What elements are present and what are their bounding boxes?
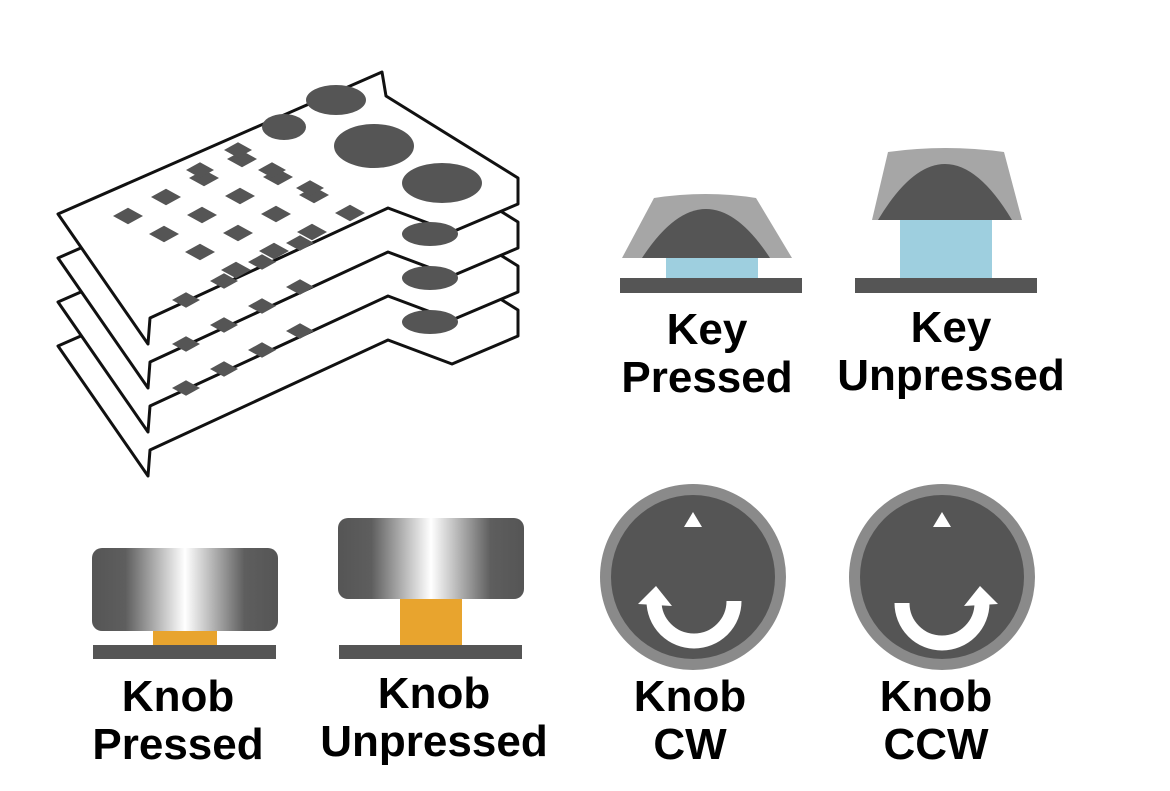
keypad-key-square — [286, 279, 314, 295]
keypad-key-square — [286, 323, 314, 339]
key-pressed-label: Key Pressed — [602, 306, 812, 402]
keypad-key-square — [248, 298, 276, 314]
keypad-key-square — [258, 162, 286, 178]
knob-pressed-label: Knob Pressed — [72, 673, 284, 769]
keypad-key-square — [185, 243, 215, 261]
knob-cw-label: Knob CW — [600, 673, 780, 769]
keypad-key-square — [225, 187, 255, 205]
keypad-key-square — [149, 225, 179, 243]
keypad-key-square — [151, 188, 181, 206]
keypad-key-square — [297, 223, 327, 241]
keypad-key-square — [186, 162, 214, 178]
key-unpressed-label: Key Unpressed — [820, 304, 1082, 400]
keypad-key-square — [172, 380, 200, 396]
keypad-key-square — [248, 254, 276, 270]
knob-cw-label-line1: Knob — [633, 672, 747, 721]
knob-ccw-label: Knob CCW — [846, 673, 1026, 769]
key-unpressed-label-line1: Key — [910, 303, 992, 352]
keypad-key-square — [261, 205, 291, 223]
key-unpressed-icon — [855, 148, 1037, 293]
knob-unpressed-label: Knob Unpressed — [302, 670, 566, 766]
knob-unpressed-label-line1: Knob — [377, 669, 491, 718]
keypad-key-square — [172, 336, 200, 352]
key-pressed-label-line1: Key — [666, 305, 748, 354]
keypad-key-square — [187, 206, 217, 224]
key-unpressed-label-line2: Unpressed — [837, 351, 1065, 400]
keypad-key-square — [172, 292, 200, 308]
knob-pressed-label-line2: Pressed — [92, 720, 264, 769]
knob-pressed-icon — [92, 548, 278, 659]
knob-ccw-label-line1: Knob — [879, 672, 993, 721]
keypad-key-square — [223, 224, 253, 242]
knob-counterclockwise-icon — [849, 484, 1035, 670]
knob-pressed-label-line1: Knob — [121, 672, 235, 721]
keypad-key-square — [259, 242, 289, 260]
keypad-key-square — [210, 273, 238, 289]
key-pressed-icon — [620, 194, 802, 293]
stacked-keypad-layers-icon — [56, 70, 520, 478]
keypad-key-square — [335, 204, 365, 222]
knob-unpressed-icon — [338, 518, 524, 659]
keypad-key-square — [113, 207, 143, 225]
knob-ccw-label-line2: CCW — [883, 720, 989, 769]
keypad-key-square — [210, 361, 238, 377]
keypad-key-square — [296, 180, 324, 196]
keypad-key-square — [210, 317, 238, 333]
keypad-key-square — [221, 261, 251, 279]
key-pressed-label-line2: Pressed — [621, 353, 793, 402]
knob-clockwise-icon — [600, 484, 786, 670]
keypad-key-square — [248, 342, 276, 358]
keypad-key-square — [286, 235, 314, 251]
keypad-key-square — [224, 142, 252, 158]
knob-unpressed-label-line2: Unpressed — [320, 717, 548, 766]
knob-cw-label-line2: CW — [653, 720, 727, 769]
